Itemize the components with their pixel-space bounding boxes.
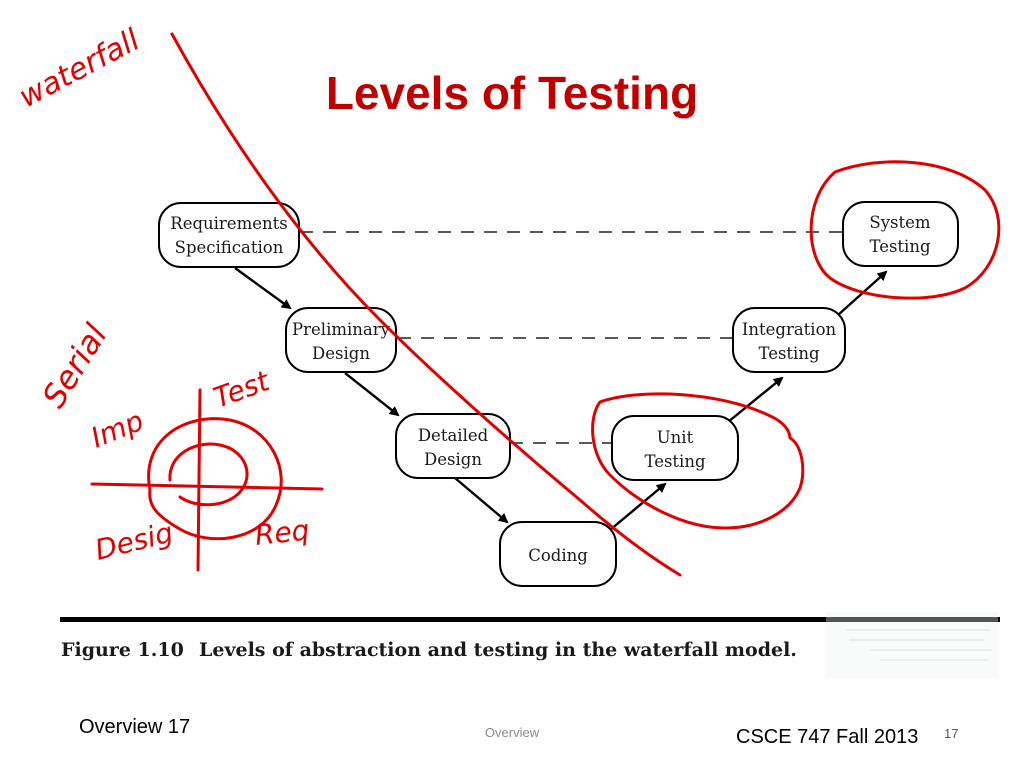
figure-caption-label: Figure 1.10 — [61, 639, 184, 661]
ink-spiral-vertical-axis — [196, 388, 202, 572]
ink-word-waterfall: waterfall — [13, 22, 146, 115]
arrow-requirements-to-preliminary — [234, 267, 292, 310]
arrow-coding-to-unit — [609, 482, 667, 531]
svg-text:Testing: Testing — [869, 237, 930, 256]
svg-text:Coding: Coding — [528, 546, 588, 565]
node-detailed-design: Detailed Design — [395, 413, 511, 479]
node-unit-testing: Unit Testing — [611, 415, 739, 481]
svg-text:Design: Design — [424, 450, 482, 469]
ink-loop-unit-testing — [591, 392, 805, 530]
slide-title: Levels of Testing — [325, 67, 699, 119]
svg-text:Design: Design — [312, 344, 370, 363]
ink-spiral-circle-outer — [147, 417, 283, 541]
ink-spiral-circle-inner — [168, 442, 249, 507]
svg-text:Testing: Testing — [644, 452, 705, 471]
arrow-preliminary-to-detailed — [344, 372, 400, 417]
arrow-detailed-to-coding — [454, 477, 509, 524]
ink-word-serial: Serial — [35, 317, 115, 414]
node-requirements-specification: Requirements Specification — [158, 202, 300, 268]
ink-word-imp: Imp — [86, 404, 148, 455]
figure-caption-text: Levels of abstraction and testing in the… — [199, 639, 797, 661]
ink-circle-system-testing — [809, 160, 1001, 300]
svg-text:Specification: Specification — [175, 238, 284, 257]
svg-text:Integration: Integration — [742, 320, 837, 339]
footer-right-text: CSCE 747 Fall 2013 — [736, 726, 919, 748]
svg-text:Unit: Unit — [657, 428, 694, 447]
ink-word-desig: Desig — [92, 516, 177, 567]
ink-word-req: Req — [253, 513, 311, 552]
node-preliminary-design: Preliminary Design — [285, 307, 397, 373]
scan-artifact — [826, 612, 998, 678]
footer-center-text: Overview — [484, 725, 540, 740]
diagonal-ink-stroke — [170, 32, 682, 577]
handwritten-annotations — [90, 32, 1001, 577]
ink-word-test: Test — [209, 364, 274, 415]
svg-text:Testing: Testing — [758, 344, 819, 363]
node-coding: Coding — [499, 521, 617, 587]
slide-number: 17 — [944, 726, 959, 741]
footer-left-text: Overview 17 — [79, 716, 191, 738]
svg-text:Preliminary: Preliminary — [292, 320, 391, 339]
svg-text:Requirements: Requirements — [170, 214, 287, 233]
node-system-testing: System Testing — [842, 201, 959, 267]
node-integration-testing: Integration Testing — [732, 307, 846, 373]
ink-spiral-horizontal-axis — [90, 482, 324, 491]
arrow-unit-to-integration — [727, 376, 784, 423]
svg-text:System: System — [869, 213, 930, 232]
svg-text:Detailed: Detailed — [418, 426, 489, 445]
caption-rule — [60, 617, 1000, 622]
